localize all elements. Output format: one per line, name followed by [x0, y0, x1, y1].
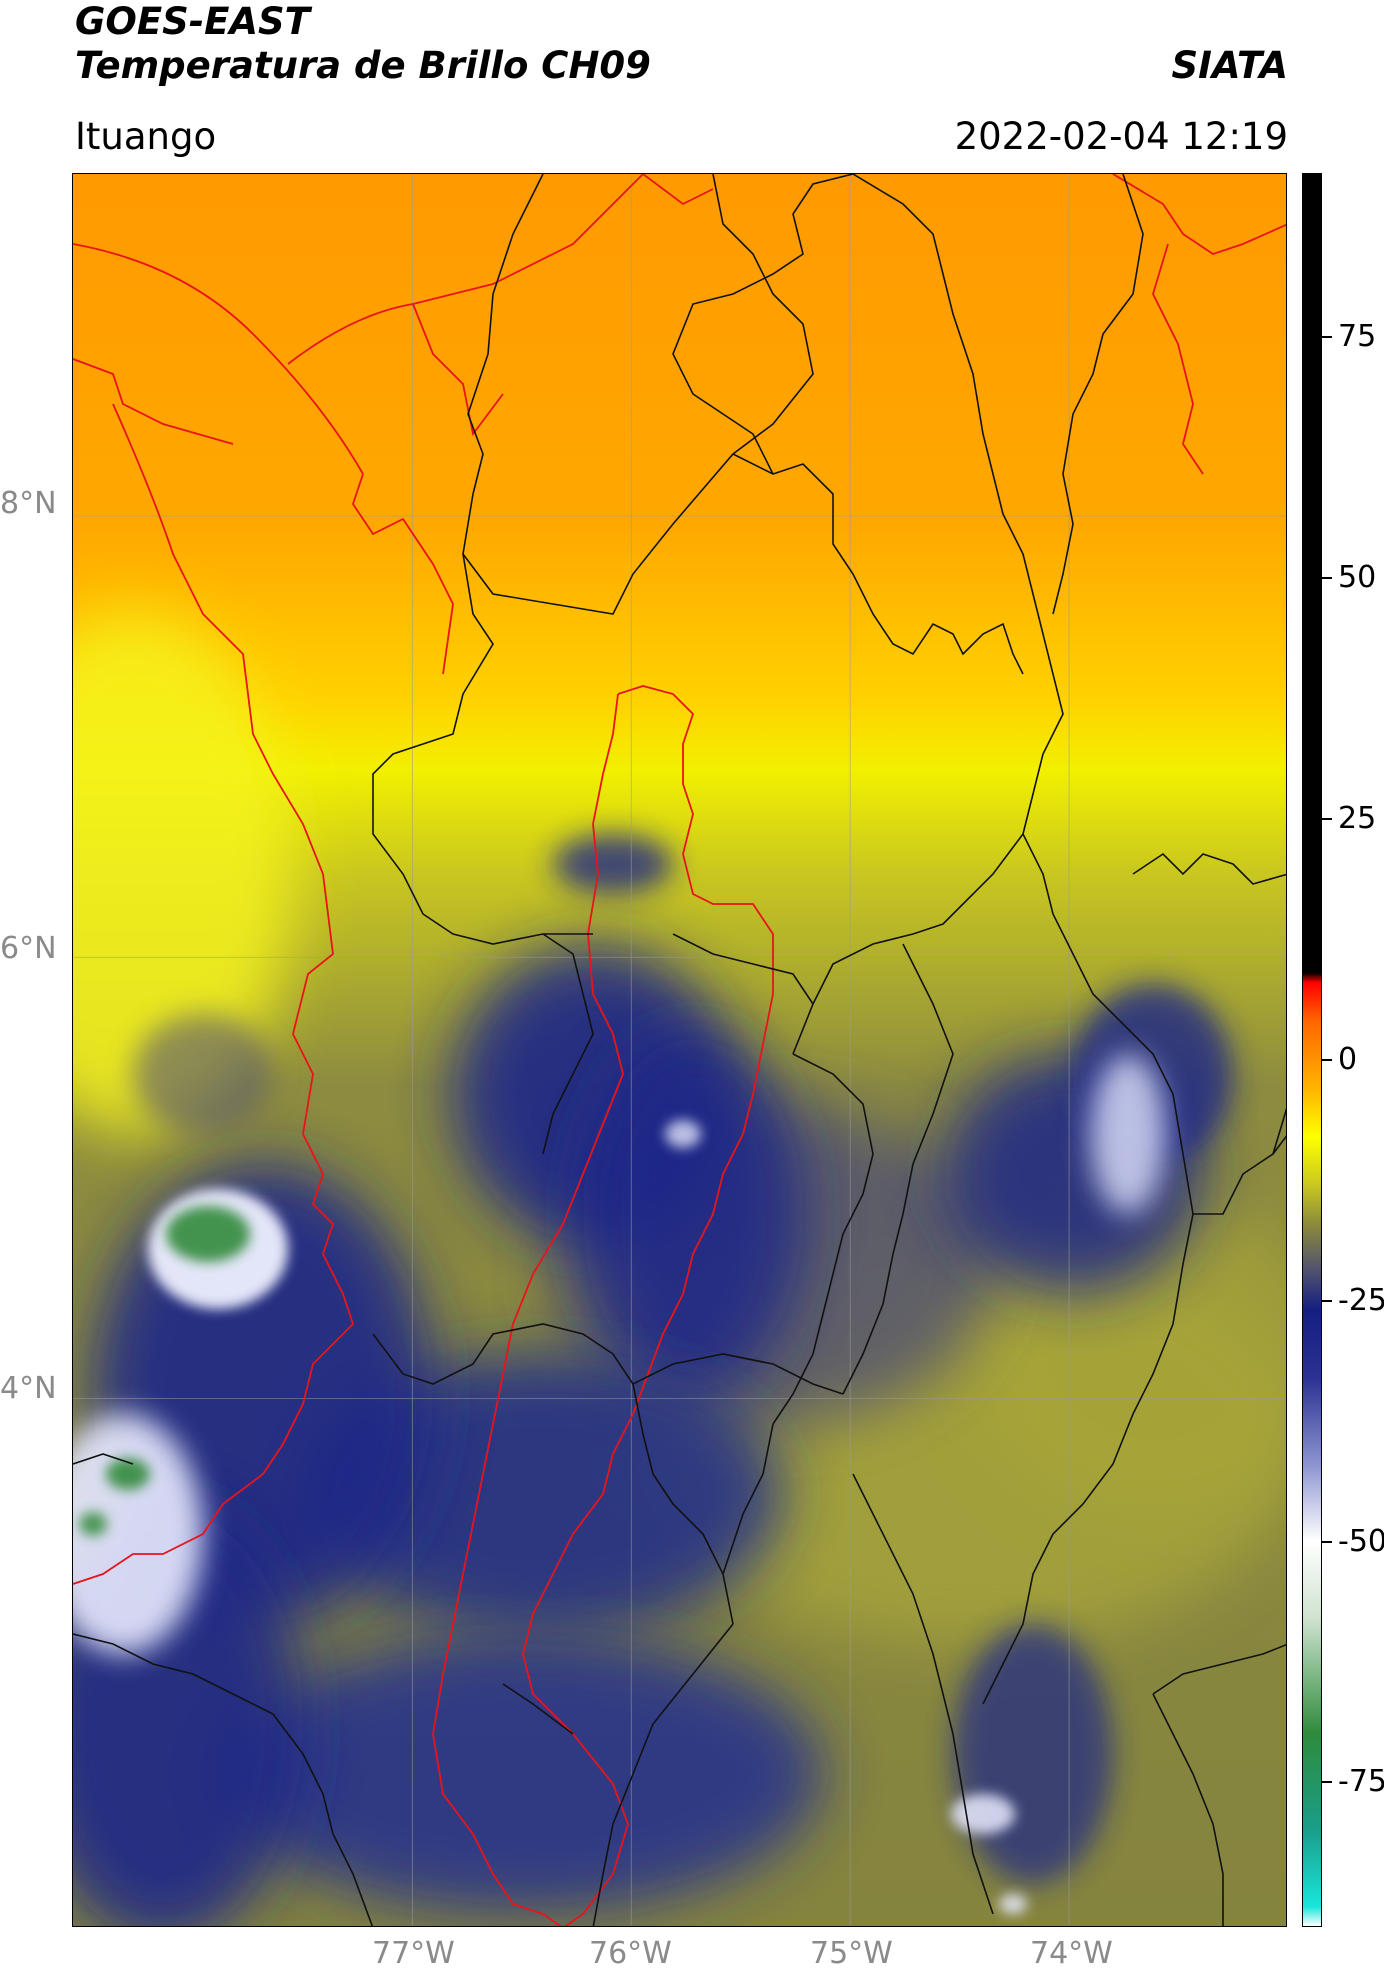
- colorbar-tick-label: 75: [1338, 318, 1377, 354]
- region-label: Ituango: [75, 115, 217, 158]
- basin-outline: [432, 685, 774, 1926]
- colorbar-tick-label: -50: [1338, 1523, 1384, 1559]
- colorbar-tick-mark: [1322, 576, 1332, 579]
- lon-label-74w: 74°W: [1030, 1936, 1113, 1971]
- map-panel: [72, 173, 1287, 1927]
- cloud-field: [73, 614, 1286, 1926]
- lon-label-77w: 77°W: [372, 1936, 455, 1971]
- coastline: [73, 174, 1286, 1585]
- timestamp: 2022-02-04 12:19: [954, 115, 1288, 158]
- brand-label: SIATA: [1171, 44, 1288, 87]
- department-borders: [73, 174, 1286, 1926]
- title-satellite: GOES-EAST: [75, 0, 310, 43]
- colorbar-tick-mark: [1322, 817, 1332, 820]
- lat-label-8n: 8°N: [0, 486, 57, 521]
- lon-label-76w: 76°W: [589, 1936, 672, 1971]
- colorbar-tick-mark: [1322, 1058, 1332, 1061]
- colorbar-tick-mark: [1322, 1540, 1332, 1543]
- colorbar-tick-mark: [1322, 335, 1332, 338]
- brightness-temperature-map: [73, 174, 1286, 1926]
- colorbar-tick-label: -25: [1338, 1282, 1384, 1318]
- colorbar-tick-mark: [1322, 1299, 1332, 1302]
- colorbar-tick-label: 25: [1338, 800, 1377, 836]
- lat-label-4n: 4°N: [0, 1371, 57, 1406]
- colorbar-tick-label: -75: [1338, 1764, 1384, 1800]
- lat-label-6n: 6°N: [0, 931, 57, 966]
- colorbar-tick-label: 50: [1338, 559, 1377, 595]
- colorbar: [1302, 173, 1322, 1927]
- lon-label-75w: 75°W: [810, 1936, 893, 1971]
- title-product: Temperatura de Brillo CH09: [75, 44, 651, 87]
- colorbar-tick-label: 0: [1338, 1041, 1358, 1077]
- colorbar-tick-mark: [1322, 1781, 1332, 1784]
